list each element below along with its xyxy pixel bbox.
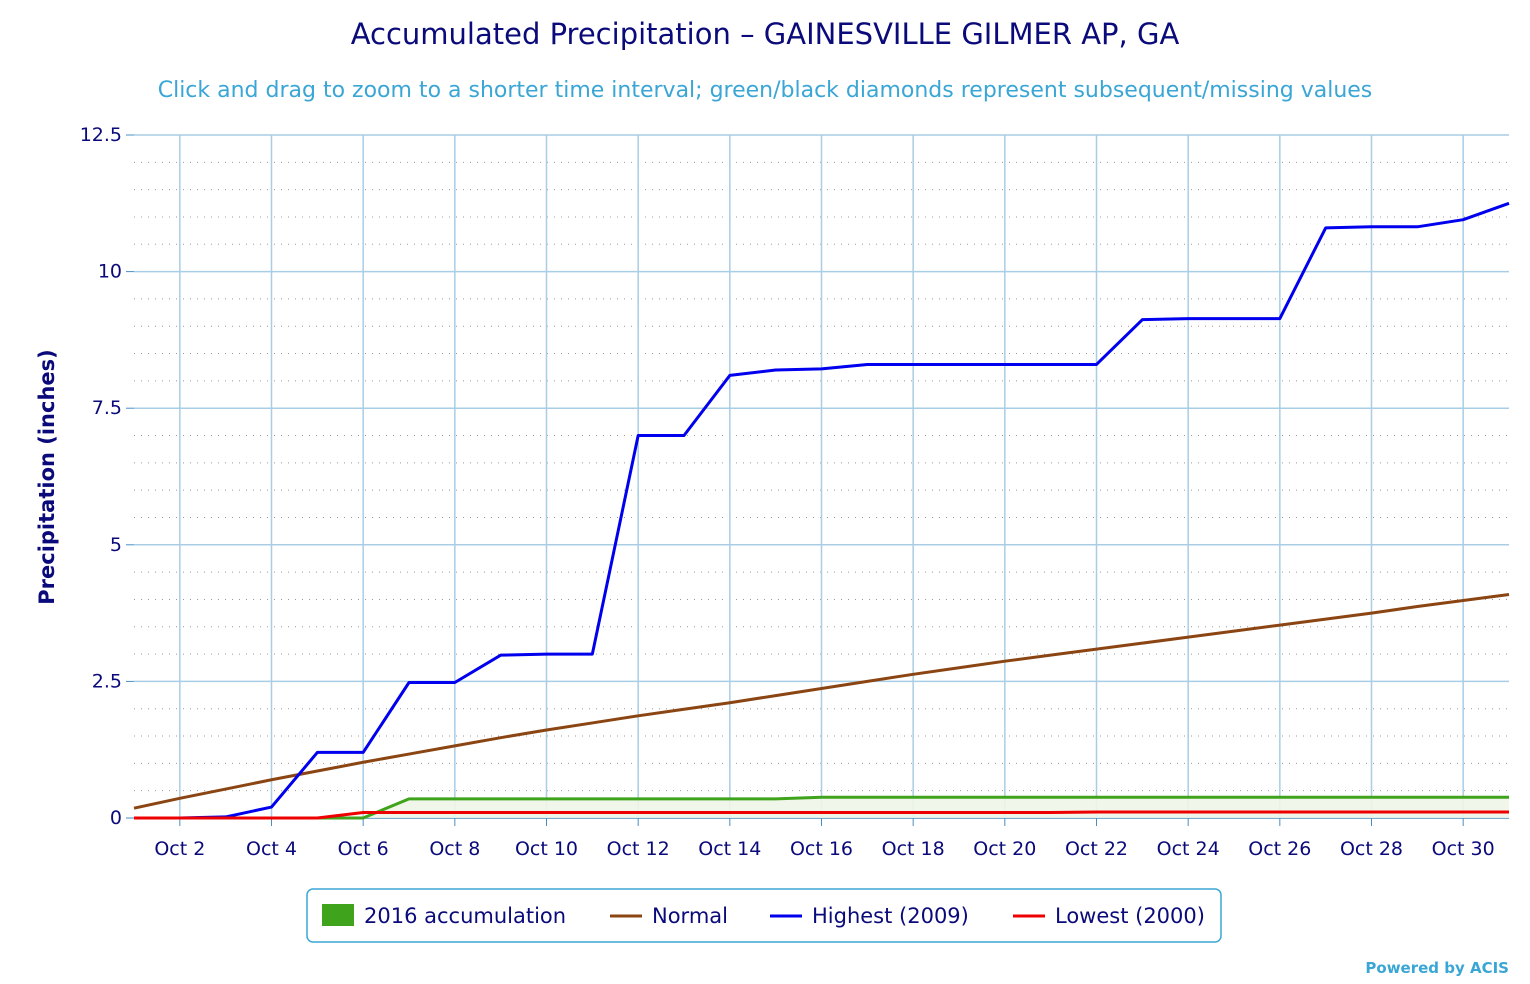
- x-tick-label: Oct 6: [338, 838, 389, 860]
- legend-label: Lowest (2000): [1055, 904, 1205, 928]
- y-tick-label: 12.5: [80, 124, 122, 146]
- y-tick-label: 7.5: [92, 397, 122, 419]
- legend[interactable]: 2016 accumulation Normal Highest (2009) Low…: [306, 888, 1222, 943]
- y-axis-label: Precipitation (inches): [35, 349, 59, 605]
- legend-item-2016-accumulation[interactable]: 2016 accumulation: [322, 904, 566, 928]
- legend-label: Normal: [652, 904, 728, 928]
- x-tick-label: Oct 24: [1157, 838, 1220, 860]
- y-tick-labels: 0 2.5 5 7.5 10 12.5: [80, 124, 122, 829]
- plot-series: [133, 201, 1510, 820]
- powered-by-credit[interactable]: Powered by ACIS: [1365, 959, 1509, 977]
- x-tick-label: Oct 28: [1340, 838, 1403, 860]
- legend-item-lowest-2000[interactable]: Lowest (2000): [1013, 904, 1205, 928]
- legend-item-normal[interactable]: Normal: [610, 904, 728, 928]
- x-tick-label: Oct 16: [790, 838, 853, 860]
- y-tick-label: 0: [110, 807, 122, 829]
- x-tick-labels: Oct 2 Oct 4 Oct 6 Oct 8 Oct 10 Oct 12 Oct 14 Oc…: [154, 838, 1494, 860]
- legend-box: [306, 888, 1222, 943]
- x-tick-label: Oct 8: [429, 838, 480, 860]
- x-tick-label: Oct 18: [882, 838, 945, 860]
- series-line-normal: [133, 593, 1510, 810]
- x-tick-label: Oct 12: [607, 838, 670, 860]
- major-gridlines: [134, 134, 1509, 818]
- x-tick-label: Oct 4: [246, 838, 297, 860]
- x-tick-label: Oct 20: [973, 838, 1036, 860]
- series-line-2016-accumulation: [134, 795, 1509, 820]
- series-line-lowest-2000: [134, 810, 1509, 820]
- x-tick-label: Oct 10: [515, 838, 578, 860]
- x-tick-label: Oct 2: [154, 838, 205, 860]
- chart-title: Accumulated Precipitation – GAINESVILLE …: [351, 17, 1180, 51]
- legend-swatch: [322, 904, 354, 926]
- x-tick-label: Oct 14: [698, 838, 761, 860]
- x-tick-label: Oct 30: [1432, 838, 1495, 860]
- axes: [126, 134, 1509, 826]
- y-tick-label: 10: [98, 261, 122, 283]
- legend-label: 2016 accumulation: [364, 904, 566, 928]
- series-line-highest-2009: [134, 201, 1510, 820]
- legend-label: Highest (2009): [812, 904, 969, 928]
- legend-item-highest-2009[interactable]: Highest (2009): [770, 904, 969, 928]
- x-tick-label: Oct 26: [1248, 838, 1311, 860]
- x-tick-label: Oct 22: [1065, 838, 1128, 860]
- y-tick-label: 5: [110, 534, 122, 556]
- chart-subtitle: Click and drag to zoom to a shorter time…: [158, 78, 1373, 103]
- y-tick-label: 2.5: [92, 670, 122, 692]
